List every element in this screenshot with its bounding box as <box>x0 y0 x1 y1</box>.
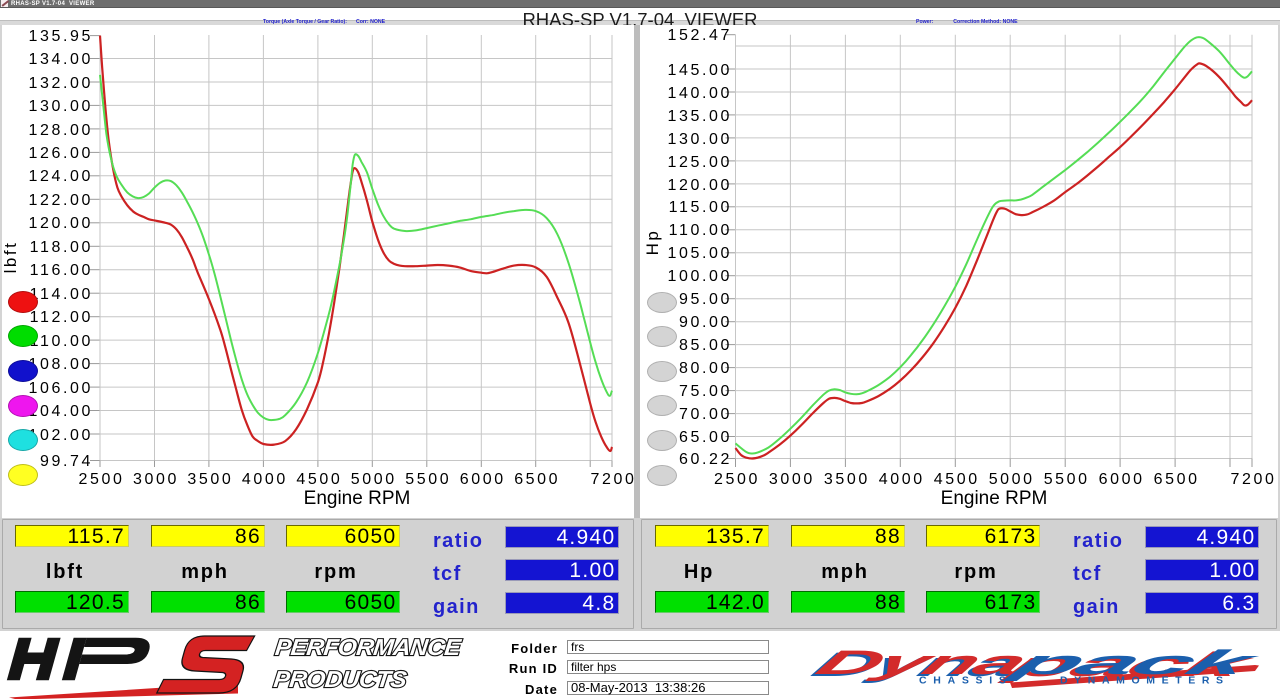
svg-text:PRODUCTS: PRODUCTS <box>272 667 408 693</box>
svg-text:pack: pack <box>1002 644 1260 682</box>
svg-text:Dyna: Dyna <box>804 646 1030 684</box>
svg-text:DYNAMOMETERS: DYNAMOMETERS <box>1060 675 1230 687</box>
svg-text:pack: pack <box>996 645 1260 683</box>
svg-text:PERFORMANCE: PERFORMANCE <box>274 635 464 661</box>
svg-text:CHASSIS: CHASSIS <box>919 675 1013 687</box>
svg-text:Dyna: Dyna <box>808 644 1034 682</box>
